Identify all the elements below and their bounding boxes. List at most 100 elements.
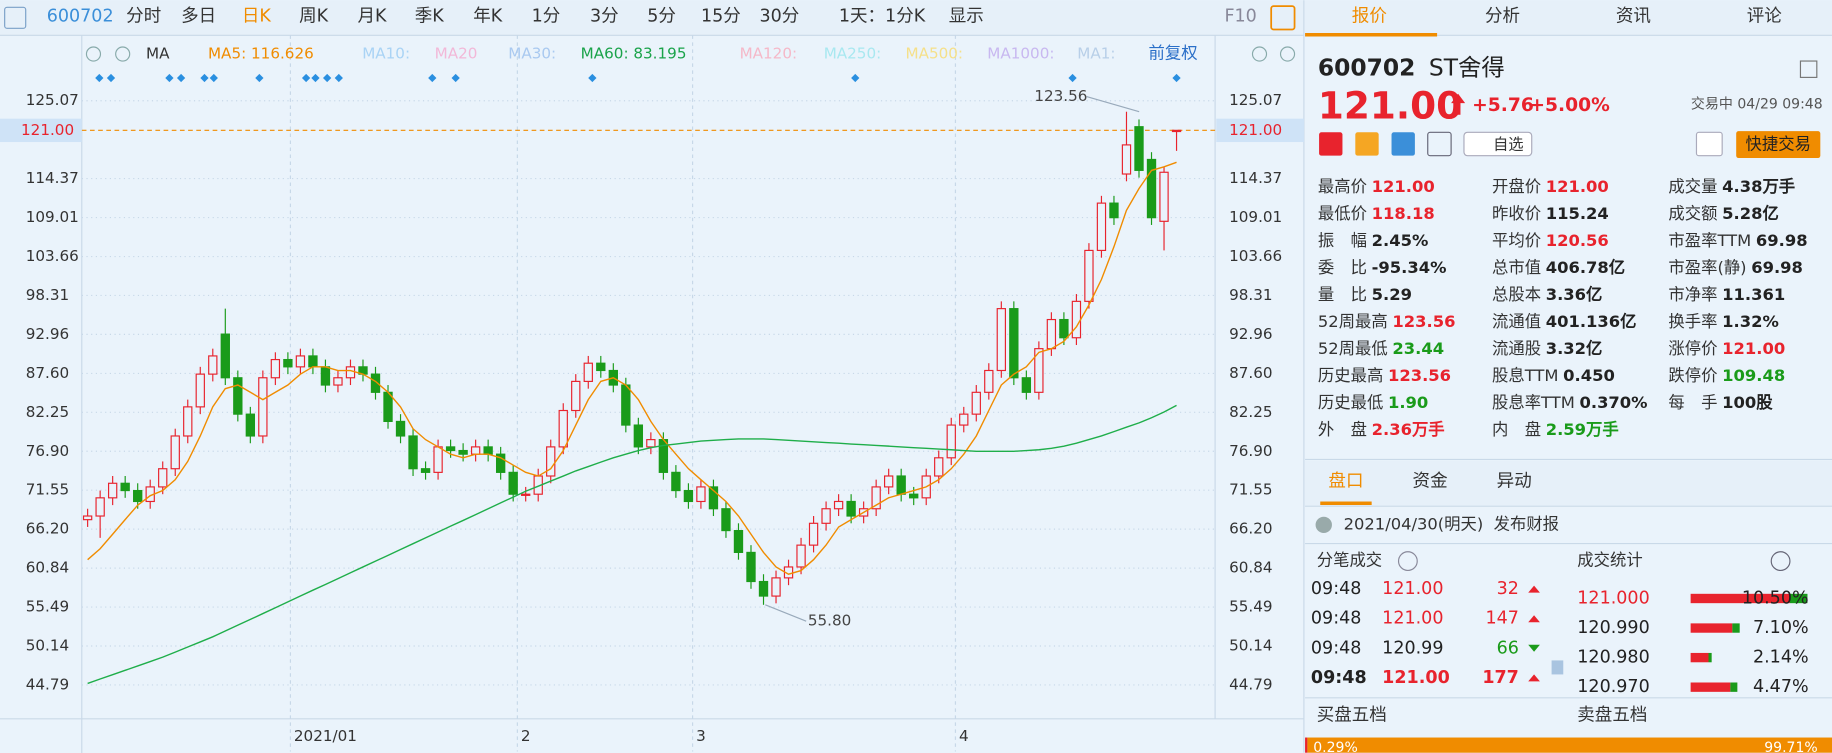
- note-icon: [1427, 131, 1452, 157]
- event-marker[interactable]: [851, 73, 860, 83]
- stat-label: 委 比: [1318, 258, 1367, 277]
- stat-value: 1.90: [1388, 393, 1428, 412]
- trade-volume: 32: [1497, 579, 1519, 599]
- stat: 振 幅 2.45%: [1318, 231, 1428, 250]
- panel-tab[interactable]: 评论: [1747, 7, 1783, 27]
- stat: 流通股 3.32亿: [1492, 339, 1602, 358]
- stat: 总市值 406.78亿: [1492, 258, 1625, 277]
- y-tick-label: 98.31: [26, 286, 69, 304]
- event-marker[interactable]: [451, 73, 460, 83]
- candle-body: [671, 471, 681, 492]
- trade-button[interactable]: [1736, 131, 1821, 159]
- stat-value: 100股: [1722, 393, 1773, 412]
- f10-button[interactable]: F10: [1224, 7, 1256, 27]
- sub-tab[interactable]: 异动: [1497, 472, 1532, 492]
- period-tab[interactable]: 月K: [358, 7, 388, 27]
- event-marker[interactable]: [176, 73, 186, 83]
- y-tick-label: 82.25: [26, 403, 69, 421]
- stat-label: 成交量: [1668, 177, 1717, 196]
- period-tab[interactable]: 1天：1分K: [839, 7, 926, 27]
- period-tab[interactable]: 年K: [473, 7, 503, 27]
- candle-body: [408, 435, 418, 470]
- y-tick-label: 114.37: [1229, 169, 1282, 187]
- sub-tab[interactable]: 资金: [1413, 472, 1449, 492]
- stat-label: 昨收价: [1492, 204, 1541, 223]
- trade-price: 121.00: [1382, 609, 1443, 629]
- stat: 换手率 1.32%: [1668, 312, 1778, 331]
- stat-label: 成交额: [1668, 204, 1717, 223]
- stat: 每 手 100股: [1668, 393, 1773, 412]
- zoom-out-icon[interactable]: [1251, 46, 1268, 62]
- y-tick-label: 92.96: [1229, 325, 1272, 343]
- event-marker[interactable]: [301, 73, 311, 83]
- event-marker[interactable]: [1068, 73, 1077, 83]
- watch-button[interactable]: [1463, 131, 1533, 157]
- panel-tab[interactable]: 报价: [1352, 7, 1387, 27]
- name: ST舍得: [1429, 54, 1505, 82]
- period-tab[interactable]: 显示: [949, 7, 984, 27]
- event-marker[interactable]: [165, 73, 174, 83]
- alert-button[interactable]: [1695, 131, 1723, 157]
- trade-price: 121.00: [1382, 668, 1450, 688]
- period-tab[interactable]: 15分: [701, 7, 741, 27]
- period-tab[interactable]: 季K: [415, 7, 445, 27]
- period-tab[interactable]: 分时: [126, 7, 161, 27]
- y-tick-label: 66.20: [1229, 520, 1272, 538]
- event-marker[interactable]: [323, 73, 332, 83]
- stat-value: 23.44: [1392, 339, 1444, 358]
- adjust-button[interactable]: 前复权: [1149, 44, 1198, 63]
- more-icon[interactable]: [1770, 551, 1791, 572]
- candle-body: [470, 446, 481, 455]
- zoom-in-icon[interactable]: [1279, 46, 1296, 62]
- event-marker[interactable]: [428, 73, 437, 83]
- period-tab[interactable]: 30分: [759, 7, 799, 27]
- period-tab[interactable]: 周K: [299, 7, 329, 27]
- panel-tab[interactable]: 分析: [1485, 7, 1520, 27]
- period-tab[interactable]: 日K: [242, 7, 272, 27]
- close-icon[interactable]: [115, 46, 131, 62]
- help-icon[interactable]: [1397, 551, 1418, 572]
- candle-body: [1121, 144, 1132, 175]
- stat-value: 0.450: [1563, 366, 1615, 385]
- y-tick-label: 109.01: [26, 208, 79, 226]
- stat-value: 5.28亿: [1722, 204, 1779, 223]
- y-tick-label: 103.66: [26, 247, 79, 265]
- period-tab[interactable]: 5分: [647, 7, 676, 27]
- stat-label: 平均价: [1492, 231, 1541, 250]
- event-marker[interactable]: [334, 73, 343, 83]
- sub-tab[interactable]: 盘口: [1328, 472, 1363, 492]
- panel-menu[interactable]: [1799, 60, 1818, 78]
- candle-body: [646, 439, 656, 448]
- candle-body: [984, 369, 994, 393]
- settings-icon[interactable]: [85, 46, 102, 62]
- annotation: 55.80: [808, 612, 851, 630]
- period-tab[interactable]: 多日: [181, 7, 216, 27]
- ma-legend: MA: [146, 45, 170, 63]
- stat-price: 121.000: [1577, 588, 1649, 608]
- stat: 股息率TTM 0.370%: [1492, 393, 1648, 412]
- panel-tab[interactable]: 资讯: [1616, 7, 1651, 27]
- stat: 跌停价 109.48: [1668, 366, 1785, 385]
- period-tab[interactable]: 3分: [590, 7, 619, 27]
- panel-toggle[interactable]: [1270, 5, 1296, 31]
- candle-body: [1034, 348, 1044, 393]
- stat: 内 盘 2.59万手: [1492, 420, 1619, 439]
- stat-value: 406.78亿: [1546, 258, 1625, 277]
- stock-code: 600702: [47, 7, 114, 27]
- candle-body: [1096, 202, 1107, 252]
- y-tick-label: 50.14: [1229, 636, 1272, 654]
- period-tab[interactable]: 1分: [532, 7, 561, 27]
- candle-body: [1009, 308, 1019, 379]
- watch-label[interactable]: 自选: [1493, 136, 1523, 154]
- candle-body: [771, 577, 781, 597]
- menu-icon[interactable]: [4, 6, 27, 29]
- candle-body: [258, 377, 268, 437]
- trade-label[interactable]: 快捷交易: [1746, 135, 1811, 154]
- sell-title: 卖盘五档: [1577, 705, 1647, 725]
- stat-label: 换手率: [1668, 312, 1717, 331]
- sub-tab-underline: [1320, 501, 1372, 506]
- stat-label: 涨停价: [1668, 339, 1717, 358]
- candle-body: [746, 551, 756, 583]
- sub-tab-bar: [1305, 460, 1832, 506]
